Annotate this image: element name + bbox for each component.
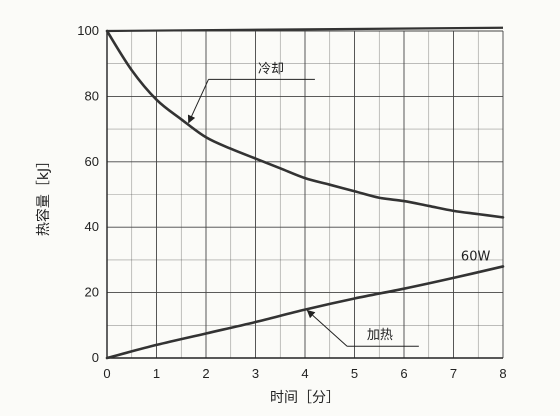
annotation-arrow xyxy=(306,309,348,347)
cooling-curve xyxy=(105,29,505,219)
y-tick-label: 20 xyxy=(85,285,99,300)
x-tick-label: 2 xyxy=(202,366,209,381)
heating-line xyxy=(105,265,505,360)
x-tick-label: 8 xyxy=(499,366,506,381)
y-axis-label: 热容量［kJ］ xyxy=(35,154,52,236)
x-tick-label: 1 xyxy=(153,366,160,381)
series-layer xyxy=(105,26,505,360)
x-axis-label: 时间［分］ xyxy=(270,390,340,406)
cooling-label: 冷却 xyxy=(258,62,284,77)
y-tick-label: 60 xyxy=(85,154,99,169)
x-tick-label: 3 xyxy=(252,366,259,381)
power-label: 60W xyxy=(461,250,491,265)
y-tick-label: 100 xyxy=(77,23,99,38)
x-tick-label: 5 xyxy=(351,366,358,381)
x-tick-label: 4 xyxy=(301,366,308,381)
top-reference-line xyxy=(106,26,504,33)
x-tick-label: 6 xyxy=(400,366,407,381)
y-tick-label: 40 xyxy=(85,219,99,234)
y-tick-label: 0 xyxy=(92,350,99,365)
x-tick-label: 7 xyxy=(450,366,457,381)
heating-label: 加热 xyxy=(367,328,393,343)
y-tick-label: 80 xyxy=(85,88,99,103)
axis-layer xyxy=(106,31,503,359)
annotation-arrow xyxy=(187,79,209,124)
x-tick-label: 0 xyxy=(103,366,110,381)
